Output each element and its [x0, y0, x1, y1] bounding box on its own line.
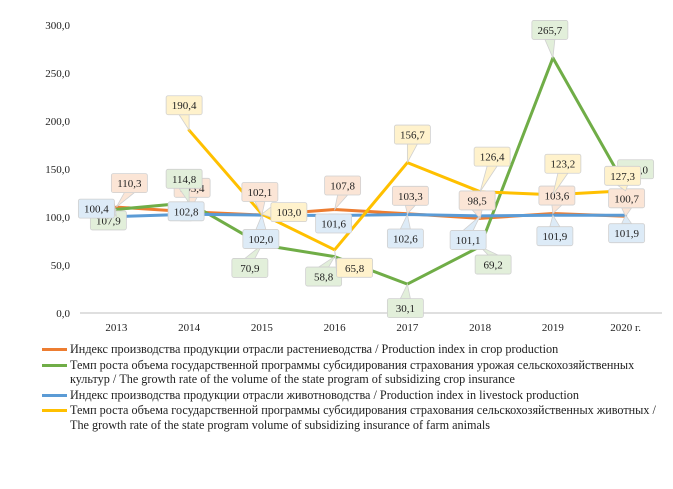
data-label: 101,9 [543, 231, 568, 243]
data-label-box [393, 124, 431, 145]
data-label-pointer [116, 192, 136, 208]
legend-item-livestock-production: Индекс производства продукции отрасли жи… [40, 388, 665, 403]
data-label: 110,3 [117, 178, 142, 190]
data-label: 156,7 [400, 130, 425, 142]
data-label: 70,9 [240, 263, 260, 275]
data-label: 126,4 [480, 152, 505, 164]
data-label: 100,4 [84, 204, 109, 216]
data-label: 98,5 [468, 195, 488, 207]
data-label: 103,6 [545, 191, 570, 203]
x-tick-label: 2019 [542, 322, 565, 334]
data-label-box [608, 223, 646, 244]
legend-swatch-crop-production [42, 348, 67, 351]
data-label-box [77, 198, 115, 219]
legend-swatch-crop-insurance [42, 363, 67, 367]
data-label-box [336, 257, 374, 278]
legend-label-crop-production: Индекс производства продукции отрасли ра… [70, 342, 559, 356]
x-tick-label: 2020 г. [610, 322, 641, 334]
y-tick-label: 200,0 [45, 116, 70, 128]
data-label: 102,6 [393, 234, 418, 246]
legend-item-animal-insurance: Темп роста объема государственной програ… [40, 403, 665, 432]
data-label: 103,0 [277, 207, 302, 219]
data-label: 103,3 [398, 191, 423, 203]
chart-axes: 0,0 50,0 100,0 150,0 200,0 250,0 300,0 2013 2014… [45, 20, 662, 334]
legend-label-crop-insurance: Темп роста объема государственной програ… [70, 357, 635, 387]
legend-label-livestock-production: Индекс производства продукции отрасли жи… [70, 387, 579, 402]
data-label-pointer [549, 214, 561, 228]
data-label: 69,2 [484, 260, 503, 272]
data-label: 65,8 [345, 263, 365, 275]
data-label-box [536, 226, 574, 247]
data-label: 101,6 [321, 218, 346, 230]
data-label: 58,8 [314, 272, 334, 284]
data-label-box [167, 201, 205, 222]
data-label-pointer [406, 143, 419, 163]
data-label-box [165, 95, 203, 116]
y-tick-label: 150,0 [45, 164, 70, 176]
data-label-box [241, 182, 279, 202]
data-label-box [165, 168, 203, 189]
data-label: 100,7 [614, 193, 639, 205]
data-label: 102,8 [174, 206, 199, 218]
data-label: 102,1 [248, 187, 273, 199]
data-label: 190,4 [172, 100, 197, 112]
data-label-box [242, 229, 280, 249]
data-label-pointer [317, 256, 335, 268]
chart-legend: Индекс производства продукции отрасли ра… [40, 342, 665, 434]
data-label: 123,2 [551, 159, 576, 171]
data-label: 101,1 [456, 235, 481, 247]
y-tick-label: 50,0 [51, 260, 71, 272]
data-label: 30,1 [396, 303, 415, 315]
data-label-pointer [333, 194, 349, 211]
y-tick-label: 300,0 [45, 20, 70, 32]
data-label: 101,9 [614, 228, 639, 240]
x-tick-label: 2013 [105, 322, 128, 334]
data-label-box [544, 153, 582, 174]
x-tick-label: 2017 [396, 322, 419, 334]
data-label: 102,0 [249, 234, 274, 246]
data-label-box [474, 254, 512, 275]
legend-label-animal-insurance: Темп роста объема государственной програ… [70, 403, 656, 432]
data-label-pointer [255, 213, 267, 230]
data-label-box [110, 173, 148, 194]
data-label-box [324, 175, 362, 196]
data-label-pointer [178, 114, 190, 132]
data-label-box [473, 146, 511, 167]
x-tick-label: 2018 [469, 322, 492, 334]
data-label-box [458, 190, 496, 211]
legend-item-crop-production: Индекс производства продукции отрасли ра… [40, 342, 665, 357]
data-label: 265,7 [538, 25, 563, 37]
legend-swatch-livestock-production [42, 393, 67, 397]
x-tick-label: 2016 [324, 322, 347, 334]
data-label-pointer [479, 165, 498, 192]
data-label: 114,8 [172, 174, 197, 186]
data-label-box [391, 185, 429, 206]
data-label-pointer [544, 39, 556, 60]
data-label-box [449, 230, 487, 250]
data-label-box [386, 298, 424, 319]
data-label-box [386, 228, 424, 249]
legend-swatch-animal-insurance [42, 409, 67, 413]
data-label-box [604, 165, 642, 186]
line-chart: 0,0 50,0 100,0 150,0 200,0 250,0 300,0 2013 2014… [45, 20, 662, 334]
x-tick-label: 2015 [251, 322, 274, 334]
data-label-box [315, 213, 353, 234]
y-tick-label: 0,0 [56, 308, 70, 320]
data-label-box [531, 20, 569, 40]
data-label: 107,8 [330, 181, 355, 193]
data-label: 127,3 [610, 171, 635, 183]
data-label-box [270, 202, 308, 223]
data-label-box [231, 258, 269, 278]
y-tick-label: 100,0 [45, 212, 70, 224]
data-label-pointer [399, 213, 411, 230]
y-tick-label: 250,0 [45, 68, 70, 80]
x-tick-label: 2014 [178, 322, 201, 334]
legend-item-crop-insurance: Темп роста объема государственной програ… [40, 358, 665, 387]
data-label-pointer [399, 282, 411, 300]
